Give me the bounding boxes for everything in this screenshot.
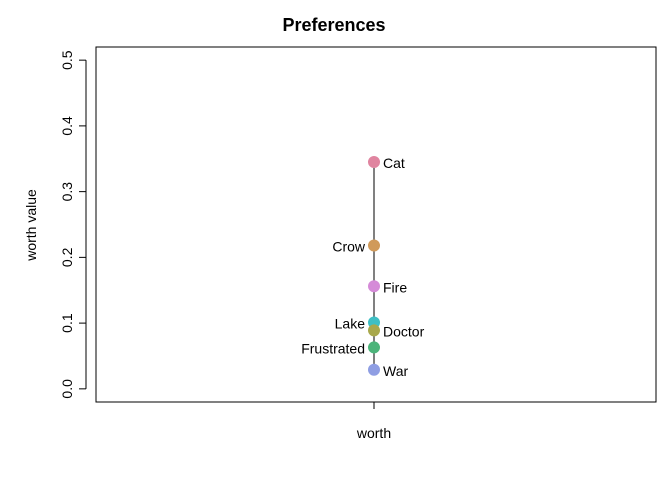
y-tick-label: 0.5 [59, 50, 75, 70]
y-tick-label: 0.3 [59, 182, 75, 202]
x-axis-label: worth [356, 425, 391, 441]
y-tick-label: 0.4 [59, 116, 75, 136]
point-label-lake: Lake [335, 315, 366, 331]
data-point-frustrated [368, 341, 380, 354]
y-axis: 0.0 0.1 0.2 0.3 0.4 0.5 [59, 50, 87, 399]
data-point-fire [368, 280, 380, 293]
y-axis-label: worth value [23, 189, 39, 262]
data-point-doctor [368, 324, 380, 337]
point-label-crow: Crow [332, 239, 366, 255]
point-label-war: War [383, 363, 408, 379]
y-tick-label: 0.1 [59, 313, 75, 333]
chart-marks: Cat Crow Fire Lake Doctor Frustrated War [301, 155, 424, 379]
point-label-fire: Fire [383, 279, 407, 295]
point-label-cat: Cat [383, 155, 405, 171]
data-point-cat [368, 156, 380, 169]
point-label-doctor: Doctor [383, 323, 425, 339]
plot-area-border [95, 46, 657, 403]
point-label-frustrated: Frustrated [301, 340, 365, 356]
chart-title: Preferences [282, 15, 385, 35]
data-point-war [368, 363, 380, 376]
y-tick-label: 0.0 [59, 379, 75, 399]
data-point-crow [368, 239, 380, 252]
y-tick-label: 0.2 [59, 247, 75, 267]
